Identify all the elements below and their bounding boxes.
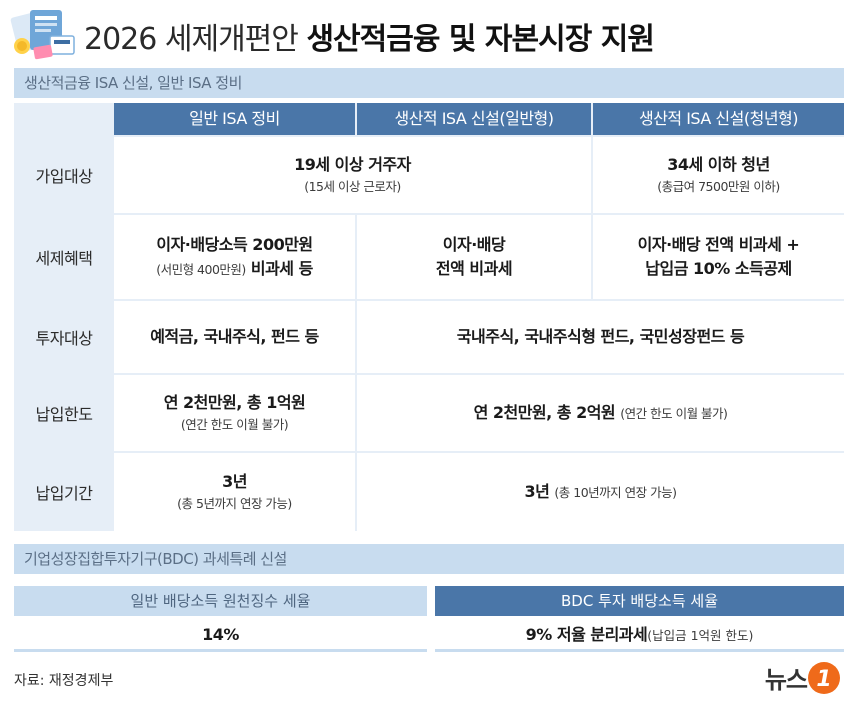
bdc-general-rate: 14% <box>202 625 239 644</box>
header: 2026 세제개편안 생산적금융 및 자본시장 지원 <box>0 0 849 66</box>
invest-productive-main: 국내주식, 국내주식형 펀드, 국민성장펀드 등 <box>456 327 745 346</box>
cell-limit-productive: 연 2천만원, 총 2억원 (연간 한도 이월 불가) <box>357 375 844 451</box>
tax-productive-line1: 이자·배당 <box>442 235 506 254</box>
news1-mark-icon: 1 <box>808 661 840 694</box>
bdc-special-main: 9% 저율 분리과세 <box>525 625 648 644</box>
eligibility-general-main: 19세 이상 거주자 <box>294 155 411 174</box>
cell-eligibility-youth: 34세 이하 청년 (총급여 7500만원 이하) <box>593 137 844 213</box>
tax-documents-icon <box>10 10 75 60</box>
bdc-special-head: BDC 투자 배당소득 세율 <box>435 586 844 616</box>
news1-logo: 뉴스 1 <box>765 660 841 695</box>
eligibility-youth-main: 34세 이하 청년 <box>667 155 770 174</box>
tax-youth-line1: 이자·배당 전액 비과세 + <box>637 235 800 254</box>
limit-general-main: 연 2천만원, 총 1억원 <box>163 393 306 412</box>
tax-general-main2: 비과세 등 <box>250 258 313 278</box>
cell-tax-general: 이자·배당소득 200만원 (서민형 400만원) 비과세 등 <box>114 215 355 299</box>
section-bdc-bar: 기업성장집합투자기구(BDC) 과세특례 신설 <box>14 544 844 574</box>
section-isa-bar: 생산적금융 ISA 신설, 일반 ISA 정비 <box>14 68 844 98</box>
invest-general-main: 예적금, 국내주식, 펀드 등 <box>150 327 319 346</box>
row-label-investment: 투자대상 <box>14 301 114 373</box>
limit-general-sub: (연간 한도 이월 불가) <box>180 417 289 432</box>
row-label-limit: 납입한도 <box>14 375 114 451</box>
tax-youth-line2: 납입금 10% 소득공제 <box>645 259 792 278</box>
page-title: 2026 세제개편안 생산적금융 및 자본시장 지원 <box>84 14 655 58</box>
isa-comparison-table: 일반 ISA 정비 생산적 ISA 신설(일반형) 생산적 ISA 신설(청년형… <box>14 103 844 531</box>
brand-text: 뉴스 <box>764 666 808 694</box>
tax-general-main: 이자·배당소득 200만원 <box>156 234 313 254</box>
cell-period-productive: 3년 (총 10년까지 연장 가능) <box>357 453 844 531</box>
title-bold: 생산적금융 및 자본시장 지원 <box>306 22 655 57</box>
limit-productive-main: 연 2천만원, 총 2억원 <box>473 402 616 422</box>
bdc-special-value: 9% 저율 분리과세(납입금 1억원 한도) <box>435 618 844 652</box>
cell-invest-general: 예적금, 국내주식, 펀드 등 <box>114 301 355 373</box>
bdc-general-value: 14% <box>14 618 427 652</box>
row-label-eligibility: 가입대상 <box>14 137 114 213</box>
cell-tax-productive: 이자·배당 전액 비과세 <box>357 215 591 299</box>
cell-period-general: 3년 (총 5년까지 연장 가능) <box>114 453 355 531</box>
row-label-period: 납입기간 <box>14 453 114 531</box>
period-productive-line: 3년 (총 10년까지 연장 가능) <box>524 480 677 505</box>
tax-productive-line2: 전액 비과세 <box>435 259 513 278</box>
period-general-sub: (총 5년까지 연장 가능) <box>177 496 292 511</box>
bdc-special-sub: (납입금 1억원 한도) <box>647 628 754 643</box>
row-label-tax-benefit: 세제혜택 <box>14 215 114 299</box>
eligibility-youth-sub: (총급여 7500만원 이하) <box>657 179 780 194</box>
title-normal: 2026 세제개편안 <box>84 22 299 57</box>
col-head-general-isa: 일반 ISA 정비 <box>114 103 355 135</box>
tax-general-sub: (서민형 400만원) <box>156 261 246 277</box>
limit-productive-sub: (연간 한도 이월 불가) <box>620 405 728 421</box>
cell-eligibility-general: 19세 이상 거주자 (15세 이상 근로자) <box>114 137 591 213</box>
limit-productive-line: 연 2천만원, 총 2억원 (연간 한도 이월 불가) <box>474 401 728 426</box>
cell-limit-general: 연 2천만원, 총 1억원 (연간 한도 이월 불가) <box>114 375 355 451</box>
period-productive-main: 3년 <box>524 481 550 501</box>
col-head-productive-general: 생산적 ISA 신설(일반형) <box>357 103 591 135</box>
source-note: 자료: 재정경제부 <box>14 673 114 689</box>
brand-mark-digit: 1 <box>816 667 831 692</box>
bdc-general-head: 일반 배당소득 원천징수 세율 <box>14 586 427 616</box>
cell-tax-youth: 이자·배당 전액 비과세 + 납입금 10% 소득공제 <box>593 215 844 299</box>
tax-general-line2: (서민형 400만원) 비과세 등 <box>156 257 313 282</box>
eligibility-general-sub: (15세 이상 근로자) <box>304 179 401 194</box>
col-head-productive-youth: 생산적 ISA 신설(청년형) <box>593 103 844 135</box>
period-productive-sub: (총 10년까지 연장 가능) <box>554 484 677 500</box>
period-general-main: 3년 <box>222 472 247 491</box>
cell-invest-productive: 국내주식, 국내주식형 펀드, 국민성장펀드 등 <box>357 301 844 373</box>
